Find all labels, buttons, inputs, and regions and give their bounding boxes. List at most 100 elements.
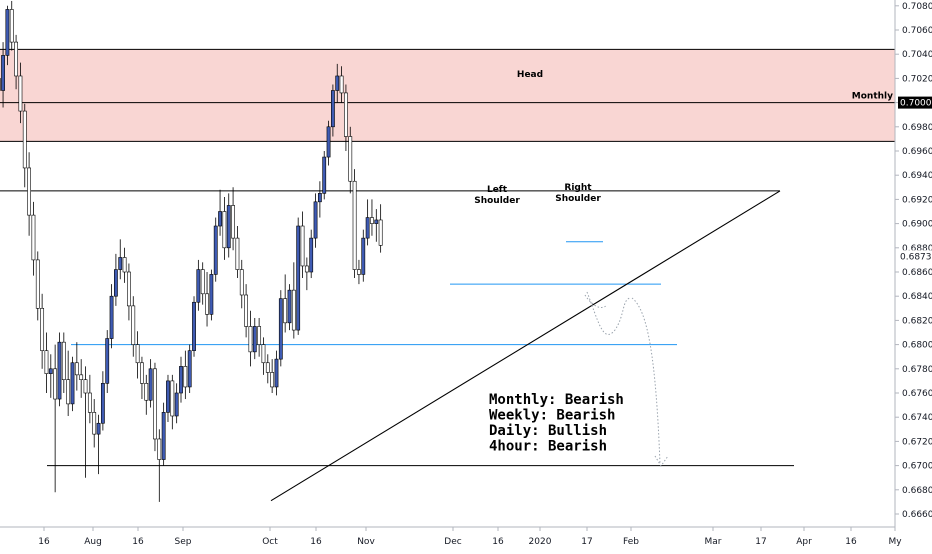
- candle-body: [331, 91, 334, 127]
- candle-body: [288, 290, 291, 323]
- candle-body: [366, 218, 369, 239]
- candle-body: [80, 375, 83, 380]
- candle-body: [284, 299, 287, 323]
- candle-body: [153, 369, 156, 439]
- candle-body: [10, 9, 13, 42]
- supply-zone: [0, 49, 895, 141]
- candle-body: [106, 339, 109, 384]
- candle-body: [84, 380, 87, 393]
- time-tick-label: Sep: [175, 537, 192, 547]
- pattern-label-1: Left: [487, 185, 508, 195]
- candle-body: [266, 363, 269, 373]
- candle-body: [231, 205, 234, 238]
- candle-body: [305, 266, 308, 272]
- candle-body: [223, 212, 226, 248]
- candle-body: [54, 369, 57, 399]
- candle-body: [58, 342, 61, 399]
- candle-body: [62, 342, 65, 380]
- candle-body: [205, 294, 208, 315]
- candle-body: [201, 270, 204, 294]
- price-badge-label: 0.68730: [900, 252, 932, 262]
- candle-body: [140, 363, 143, 384]
- candle-body: [45, 351, 48, 374]
- time-tick-label: Aug: [84, 537, 102, 547]
- candle-body: [88, 393, 91, 412]
- pattern-label-2: Right: [564, 183, 592, 193]
- candle-body: [127, 272, 130, 306]
- candle-body: [188, 351, 191, 387]
- candle-body: [240, 270, 243, 295]
- candle-body: [327, 127, 330, 157]
- candle-body: [28, 168, 31, 215]
- candle-body: [166, 381, 169, 412]
- candle-body: [344, 93, 347, 137]
- time-tick-label: Nov: [357, 537, 375, 547]
- candle-body: [279, 299, 282, 360]
- pattern-label-1: Shoulder: [474, 196, 520, 206]
- candle-body: [218, 212, 221, 227]
- candle-body: [353, 181, 356, 269]
- candle-body: [97, 423, 100, 434]
- candle-body: [271, 372, 274, 387]
- candle-body: [179, 366, 182, 393]
- candle-body: [71, 363, 74, 404]
- candle-body: [175, 393, 178, 416]
- candle-body: [227, 205, 230, 247]
- candle-body: [310, 238, 313, 272]
- candle-body: [357, 270, 360, 275]
- pattern-label-2: Shoulder: [555, 194, 601, 204]
- time-tick-label: 16: [38, 537, 50, 547]
- projection-arrowhead: [655, 456, 668, 466]
- candle-body: [197, 270, 200, 303]
- candle-body: [132, 306, 135, 345]
- time-tick-label: Mar: [705, 537, 722, 547]
- candle-body: [214, 226, 217, 274]
- candle-body: [249, 326, 252, 351]
- candle-body: [258, 326, 261, 344]
- candle-body: [49, 369, 52, 374]
- pattern-label-0: Head: [517, 70, 543, 80]
- bias-line-1: Weekly: Bearish: [489, 408, 615, 424]
- time-tick-label: 17: [581, 537, 592, 547]
- candle-body: [14, 42, 17, 76]
- candle-body: [149, 369, 152, 400]
- candle-body: [1, 55, 4, 90]
- candle-body: [119, 257, 122, 269]
- candle-body: [93, 412, 96, 434]
- time-tick-label: Feb: [623, 537, 639, 547]
- projection-path-1: [585, 295, 607, 308]
- candle-body: [114, 270, 117, 297]
- candle-body: [32, 215, 35, 260]
- candle-body: [370, 218, 373, 224]
- time-tick-label: 16: [492, 537, 504, 547]
- candle-body: [192, 302, 195, 350]
- candle-body: [262, 345, 265, 363]
- candle-body: [41, 308, 44, 350]
- time-tick-label: Dec: [444, 537, 461, 547]
- candle-body: [36, 260, 39, 308]
- projection-path-2: [587, 292, 630, 335]
- candle-body: [318, 193, 321, 201]
- candle-body: [236, 238, 239, 269]
- candle-body: [336, 76, 339, 91]
- candle-body: [6, 9, 9, 55]
- candle-body: [362, 238, 365, 274]
- candle-body: [123, 257, 126, 272]
- candle-body: [19, 76, 22, 111]
- candle-body: [184, 366, 187, 387]
